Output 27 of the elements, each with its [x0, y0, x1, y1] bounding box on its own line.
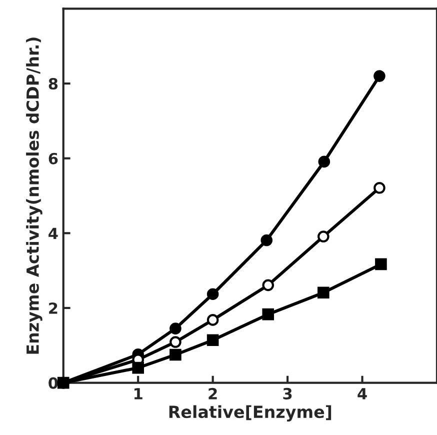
point [374, 70, 386, 82]
y-tick-label: 4 [48, 228, 58, 239]
y-tick-label: 8 [48, 78, 58, 90]
point [262, 308, 274, 320]
point [206, 334, 219, 346]
point [318, 230, 330, 242]
x-tick-label: 1 [134, 388, 142, 400]
y-tick-label: 6 [48, 152, 58, 164]
point [170, 322, 182, 334]
x-tick-label: 4 [358, 388, 367, 400]
point [132, 362, 144, 374]
point [170, 348, 182, 361]
point [262, 279, 274, 292]
y-tick-label: 2 [49, 302, 58, 314]
x-axis-title: Relative[Enzyme] [169, 405, 332, 422]
point [206, 314, 219, 326]
point [260, 234, 273, 246]
y-axis-title: Enzyme Activity(nmoles dCDP/hr.) [26, 38, 42, 354]
point [170, 336, 182, 348]
point [318, 156, 330, 168]
x-tick-label: 3 [283, 388, 292, 400]
x-tick-label: 2 [208, 388, 217, 400]
y-tick-label: 0 [48, 377, 58, 389]
point [374, 182, 386, 194]
point [206, 288, 219, 300]
point [318, 286, 330, 299]
point [375, 258, 387, 270]
